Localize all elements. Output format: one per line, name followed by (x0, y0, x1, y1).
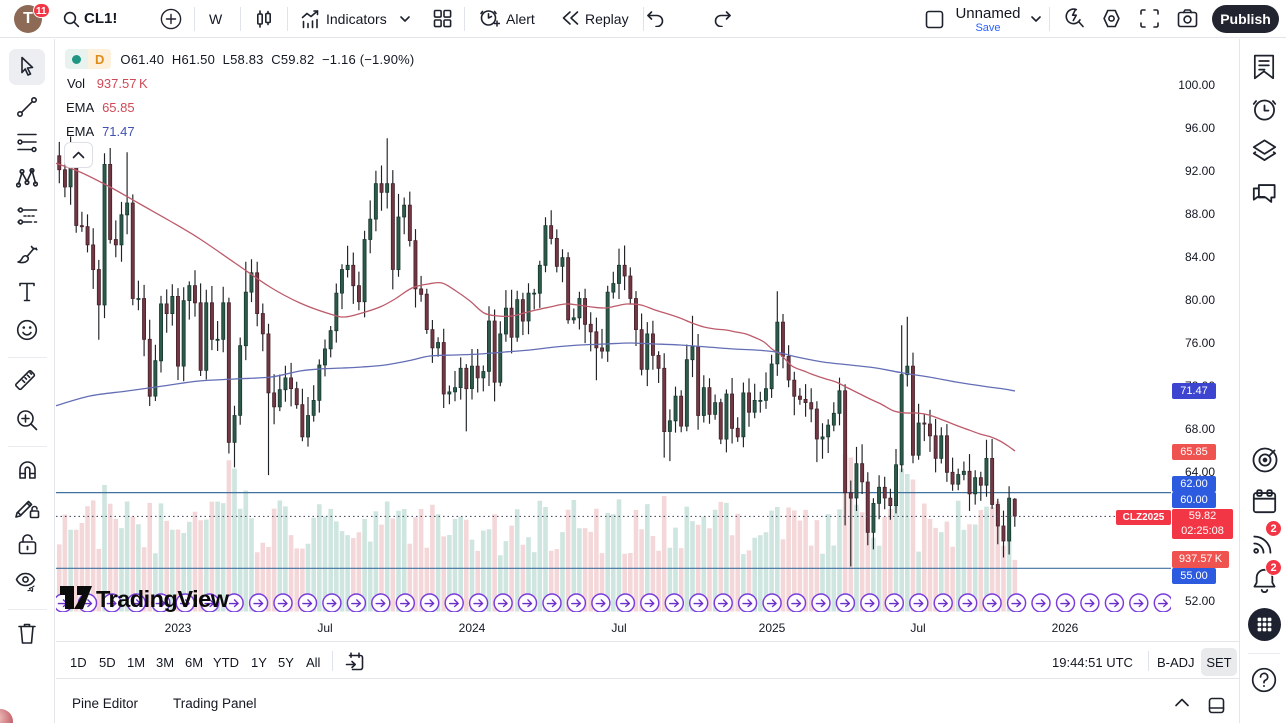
svg-text:TradingView: TradingView (96, 586, 230, 612)
